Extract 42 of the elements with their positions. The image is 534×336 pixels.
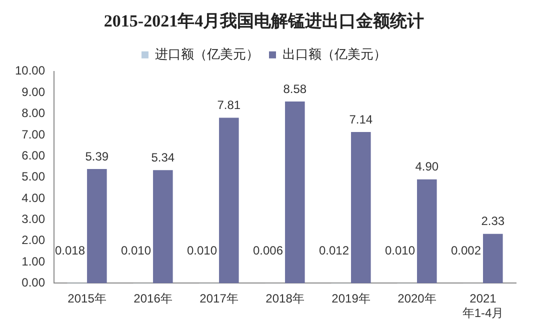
data-label: 7.14 — [349, 112, 373, 126]
data-label: 4.90 — [415, 160, 439, 174]
bar — [483, 234, 503, 284]
data-label: 7.81 — [217, 98, 241, 112]
x-tick-label: 2019年 — [332, 292, 370, 306]
data-label: 0.010 — [120, 244, 152, 258]
bar — [153, 170, 173, 284]
x-tick-label: 2017年 — [200, 292, 238, 306]
bar — [87, 169, 107, 284]
chart-title: 2015-2021年4月我国电解锰进出口金额统计 — [104, 12, 424, 31]
y-tick-label: 5.00 — [22, 170, 46, 184]
y-tick-label: 3.00 — [22, 212, 46, 226]
data-label: 5.34 — [151, 150, 175, 164]
y-tick-label: 7.00 — [22, 127, 46, 142]
x-tick-label: 2015年 — [68, 292, 106, 306]
x-tick-label: 2018年 — [266, 292, 304, 306]
bar — [285, 101, 305, 284]
y-tick-label: 2.00 — [22, 233, 46, 248]
y-tick-label: 6.00 — [22, 148, 46, 162]
x-tick-label: 2021年1-4月 — [462, 292, 504, 320]
data-label: 8.58 — [283, 82, 307, 96]
data-label: 5.39 — [85, 149, 109, 164]
y-tick-label: 1.00 — [22, 254, 46, 268]
legend-label: 进口额（亿美元） — [155, 46, 259, 62]
y-tick-label: 9.00 — [22, 84, 46, 99]
bar — [417, 179, 437, 284]
y-tick-label: 0.00 — [22, 276, 46, 290]
legend-label: 出口额（亿美元） — [282, 46, 386, 62]
data-label: 0.010 — [384, 244, 416, 258]
data-label: 0.018 — [54, 244, 86, 258]
data-label: 0.010 — [186, 244, 218, 258]
bar — [351, 132, 371, 284]
y-tick-label: 4.00 — [22, 190, 46, 205]
data-label: 0.002 — [450, 244, 482, 258]
data-label: 0.012 — [318, 244, 350, 258]
y-tick-label: 10.00 — [15, 64, 46, 78]
x-tick-label: 2016年 — [134, 292, 172, 306]
data-label: 2.33 — [481, 214, 505, 228]
bar — [219, 118, 239, 284]
data-label: 0.006 — [252, 244, 284, 258]
x-tick-label: 2020年 — [398, 292, 436, 306]
y-tick-label: 8.00 — [22, 106, 46, 120]
